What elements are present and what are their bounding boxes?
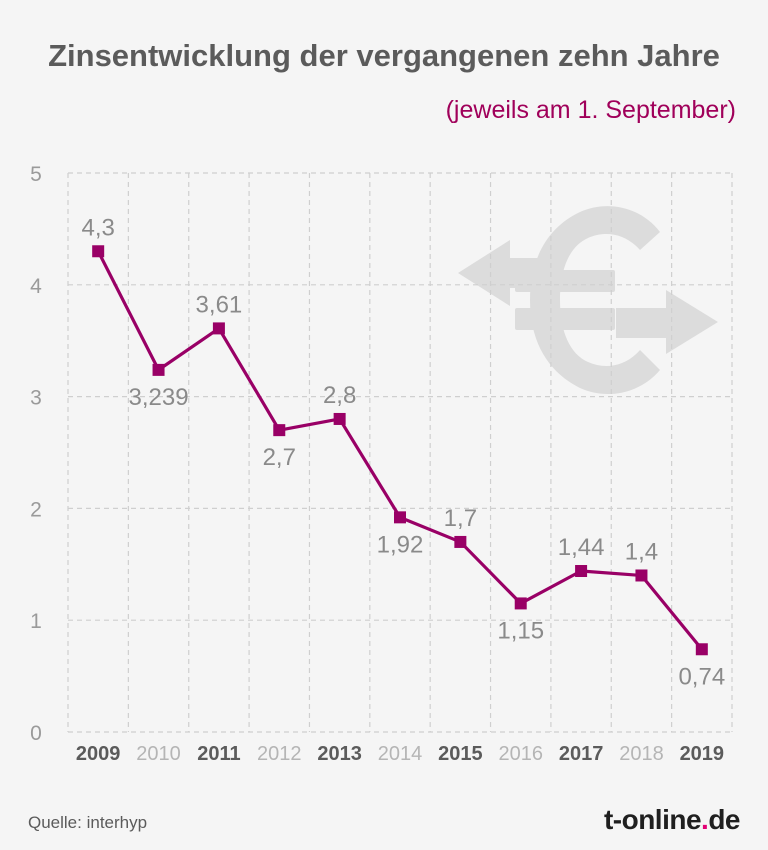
data-label: 3,61 (196, 291, 243, 318)
data-label: 2,7 (263, 444, 296, 471)
x-tick-label: 2019 (680, 743, 725, 765)
grid-lines (67, 172, 733, 733)
data-label: 1,4 (625, 538, 658, 565)
data-point-marker (212, 322, 225, 335)
chart-subtitle: (jeweils am 1. September) (445, 96, 736, 124)
y-axis: 0 1 2 3 4 5 (30, 163, 42, 745)
data-point-marker (575, 565, 588, 578)
data-label: 3,239 (129, 384, 189, 411)
x-tick-label: 2015 (438, 743, 483, 765)
y-tick-label: 5 (30, 163, 42, 186)
x-tick-label: 2014 (378, 743, 423, 765)
data-markers (92, 245, 708, 656)
data-point-marker (333, 412, 346, 425)
data-point-marker (454, 535, 467, 548)
x-tick-label: 2016 (498, 743, 543, 765)
data-label: 1,92 (377, 531, 424, 558)
data-labels: 4,3 3,239 3,61 2,7 2,8 1,92 1,7 1,15 1,44 1,4 0,74 (81, 214, 725, 690)
data-label: 1,15 (497, 617, 544, 644)
x-axis: 2009 2010 2011 2012 2013 2014 2015 2016 2017 2018… (76, 743, 724, 765)
data-point-marker (695, 643, 708, 656)
logo-main: t-online (603, 804, 702, 835)
data-label: 1,7 (444, 505, 477, 532)
y-tick-label: 2 (30, 498, 42, 521)
data-label: 2,8 (323, 382, 356, 409)
logo-suffix: de (708, 804, 740, 835)
euro-arrows-icon (458, 206, 718, 394)
source-note: Quelle: interhyp (28, 813, 148, 832)
y-tick-label: 3 (30, 387, 42, 410)
data-point-marker (273, 424, 286, 437)
data-point-marker (635, 569, 648, 582)
x-tick-label: 2013 (317, 743, 362, 765)
y-tick-label: 0 (30, 722, 42, 745)
t-online-logo: t-online.de (603, 804, 741, 836)
x-tick-label: 2018 (619, 743, 664, 765)
data-point-marker (394, 511, 406, 524)
x-tick-label: 2009 (76, 743, 121, 765)
x-tick-label: 2017 (559, 743, 604, 765)
y-tick-label: 4 (30, 275, 42, 298)
y-tick-label: 1 (30, 610, 42, 633)
chart-title: Zinsentwicklung der vergangenen zehn Jah… (48, 38, 720, 73)
data-label: 4,3 (81, 214, 114, 241)
data-label: 0,74 (678, 663, 725, 690)
data-point-marker (92, 245, 105, 258)
data-point-marker (514, 597, 527, 610)
logo-dot: . (701, 804, 709, 835)
data-point-marker (152, 363, 165, 376)
x-tick-label: 2012 (257, 743, 302, 765)
data-label: 1,44 (558, 534, 605, 561)
x-tick-label: 2010 (136, 743, 181, 765)
x-tick-label: 2011 (197, 743, 240, 765)
